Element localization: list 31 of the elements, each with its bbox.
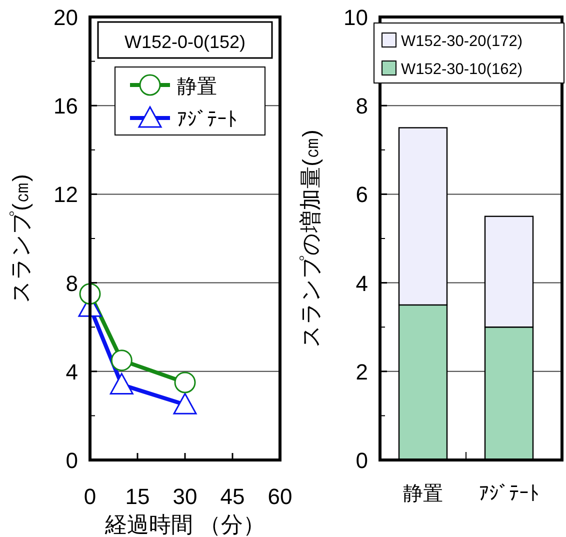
y-tick-label: 0 [66, 448, 78, 473]
y-tick-label: 0 [356, 448, 368, 473]
x-tick-label: ｱｼﾞﾃｰﾄ [479, 483, 539, 505]
x-tick-label: 30 [172, 484, 198, 509]
y-tick-label: 8 [356, 94, 368, 119]
y-tick-label: 4 [66, 359, 78, 384]
x-tick-label: 60 [268, 484, 292, 509]
text: W152-0-0(152) [124, 32, 246, 52]
x-axis-title: 経過時間 （分） [104, 512, 266, 537]
y-tick-label: 4 [356, 270, 368, 296]
x-tick-label: 15 [125, 484, 150, 509]
legend-label: ｱｼﾞﾃｰﾄ [177, 109, 237, 131]
y-tick-label: 8 [66, 270, 78, 296]
x-tick-label: 静置 [403, 483, 443, 505]
point [110, 350, 132, 372]
legend-label: W152-30-20(172) [401, 33, 522, 50]
y-axis-title: スランプ(㎝) [8, 174, 33, 303]
y-tick-label: 6 [356, 182, 368, 208]
legend-label: 静置 [177, 76, 217, 98]
y-tick-label: 16 [54, 94, 78, 119]
y-tick-label: 2 [356, 359, 368, 384]
y-tick-label: 20 [54, 5, 78, 30]
x-tick-label: 0 [84, 484, 96, 509]
y-tick-label: 10 [344, 5, 368, 30]
point [110, 372, 134, 394]
point [173, 392, 197, 414]
legend-label: W152-30-10(162) [401, 61, 522, 78]
y-tick-label: 12 [54, 182, 78, 208]
point [174, 372, 196, 394]
y-axis-title: スランプの増加量(㎝) [298, 130, 323, 348]
x-tick-label: 45 [220, 484, 245, 509]
